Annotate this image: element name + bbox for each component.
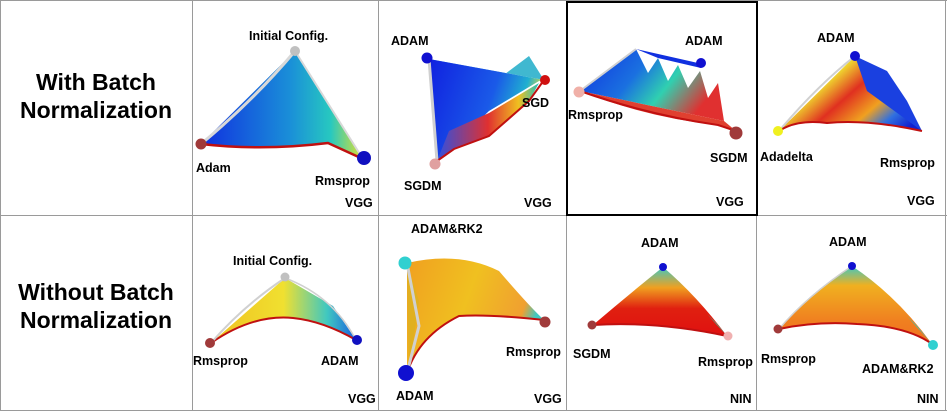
point-label: Adadelta — [760, 150, 813, 164]
point-label: Rmsprop — [698, 355, 753, 369]
point-label: Rmsprop — [193, 354, 248, 368]
grid-line — [945, 0, 946, 411]
network-label: VGG — [348, 392, 376, 406]
grid-line — [0, 410, 947, 411]
network-label: VGG — [907, 194, 935, 208]
network-label: NIN — [730, 392, 752, 406]
row-label-line: With Batch — [36, 69, 156, 95]
point-label: Rmsprop — [315, 174, 370, 188]
panel-without-bn-4: ADAM Rmsprop ADAM&RK2 NIN — [757, 216, 945, 410]
point-label: ADAM — [396, 389, 434, 403]
point-label: SGDM — [404, 179, 442, 193]
grid-line — [192, 0, 193, 411]
row-label-line: Normalization — [19, 97, 173, 123]
row-label-line: Normalization — [19, 307, 173, 333]
point-label: SGDM — [710, 151, 748, 165]
panel-without-bn-3: ADAM SGDM Rmsprop NIN — [567, 216, 756, 410]
network-label: VGG — [345, 196, 373, 210]
loss-surface-render — [773, 51, 923, 136]
row-label-with-bn: With Batch Normalization — [0, 68, 192, 124]
point-label: Rmsprop — [761, 352, 816, 366]
highlighted-panel-frame — [566, 1, 758, 216]
panel-with-bn-4: ADAM Adadelta Rmsprop VGG — [757, 1, 945, 215]
point-label: Rmsprop — [568, 108, 623, 122]
point-label: Rmsprop — [506, 345, 561, 359]
loss-surface-render — [773, 262, 938, 350]
row-label-without-bn: Without Batch Normalization — [0, 278, 192, 334]
loss-surface-render — [573, 48, 743, 140]
row-label-line: Without Batch — [18, 279, 174, 305]
point-label: ADAM — [685, 34, 723, 48]
loss-surface-render — [398, 256, 551, 381]
point-label: Adam — [196, 161, 231, 175]
loss-surface-render — [421, 52, 550, 170]
panel-without-bn-2: ADAM&RK2 Rmsprop ADAM VGG — [379, 216, 566, 410]
network-label: VGG — [534, 392, 562, 406]
loss-surface-render — [205, 272, 362, 348]
panel-without-bn-1: Initial Config. Rmsprop ADAM VGG — [193, 216, 378, 410]
point-label: SGDM — [573, 347, 611, 361]
network-label: NIN — [917, 392, 939, 406]
point-label: Initial Config. — [249, 29, 329, 43]
point-label: ADAM — [817, 31, 855, 45]
point-label: ADAM — [829, 235, 867, 249]
grid-line — [0, 0, 1, 411]
grid-line — [378, 0, 379, 411]
point-label: ADAM — [321, 354, 359, 368]
panel-with-bn-2: ADAM SGD SGDM VGG — [379, 1, 566, 215]
loss-surface-render — [195, 46, 371, 165]
loss-surface-render — [587, 263, 733, 341]
panel-with-bn-3: ADAM Rmsprop SGDM VGG — [568, 3, 756, 215]
point-label: Rmsprop — [880, 156, 935, 170]
point-label: ADAM&RK2 — [411, 222, 483, 236]
network-label: VGG — [524, 196, 552, 210]
point-label: Initial Config. — [233, 254, 313, 268]
panel-with-bn-1: Initial Config. Adam Rmsprop VGG — [193, 1, 378, 215]
network-label: VGG — [716, 195, 744, 209]
grid-line — [0, 215, 947, 216]
point-label: ADAM — [391, 34, 429, 48]
point-label: SGD — [522, 96, 550, 110]
point-label: ADAM — [641, 236, 679, 250]
grid-line — [0, 0, 947, 1]
point-label: ADAM&RK2 — [862, 362, 934, 376]
